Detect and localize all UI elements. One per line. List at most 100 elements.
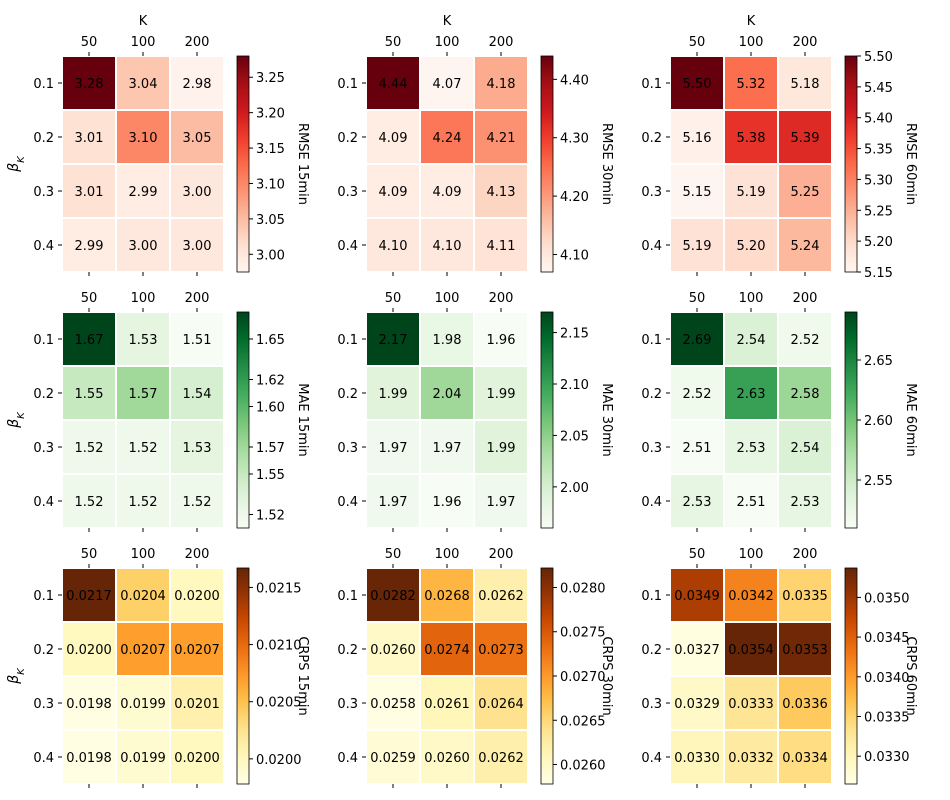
- cell-value-label: 2.53: [683, 495, 712, 510]
- cell-value-label: 1.96: [487, 333, 516, 348]
- colorbar: [844, 55, 858, 273]
- heatmap-cell: [473, 473, 529, 529]
- heatmap-cell: [777, 311, 833, 367]
- heatmap-cell: [669, 419, 725, 475]
- heatmap-cell: [419, 675, 475, 731]
- cell-value-label: 5.25: [791, 185, 820, 200]
- cell-value-label: 4.10: [379, 239, 408, 254]
- cell-value-label: 3.04: [129, 77, 158, 92]
- cell-value-label: 4.13: [487, 185, 516, 200]
- heatmap-cell: [777, 419, 833, 475]
- cell-value-label: 0.0353: [782, 643, 828, 658]
- cell-value-label: 0.0274: [424, 643, 470, 658]
- heatmap-cell: [723, 109, 779, 165]
- colorbar-tick-label: 1.55: [256, 468, 285, 483]
- heatmap-cell: [365, 473, 421, 529]
- cell-value-label: 1.97: [379, 495, 408, 510]
- heatmap-cell: [473, 567, 529, 623]
- cell-value-label: 2.52: [683, 387, 712, 402]
- x-tick-label: 50: [689, 35, 706, 50]
- heatmap-cell: [115, 621, 171, 677]
- colorbar-tick-label: 0.0280: [560, 581, 606, 596]
- colorbar-tick-label: 5.25: [864, 204, 893, 219]
- heatmap-cell: [473, 217, 529, 273]
- y-tick-label: 0.3: [33, 185, 54, 200]
- cell-value-label: 0.0200: [66, 643, 112, 658]
- cell-value-label: 4.44: [379, 77, 408, 92]
- colorbar-tick-label: 4.10: [560, 248, 589, 263]
- cell-value-label: 1.57: [129, 387, 158, 402]
- cell-value-label: 1.97: [433, 441, 462, 456]
- colorbar-tick-label: 0.0215: [256, 581, 302, 596]
- x-tick-label: 200: [185, 547, 210, 562]
- cell-value-label: 1.52: [183, 495, 212, 510]
- y-axis-label-beta: β: [6, 163, 22, 173]
- colorbar-tick-label: 1.60: [256, 401, 285, 416]
- y-tick-label: 0.2: [641, 643, 662, 658]
- heatmap-cell: [777, 675, 833, 731]
- heatmap-cell: [169, 567, 225, 623]
- cell-value-label: 4.21: [487, 131, 516, 146]
- cell-value-label: 2.54: [791, 441, 820, 456]
- heatmap-cell: [473, 419, 529, 475]
- colorbar-tick-label: 1.62: [256, 374, 285, 389]
- colorbar-label: RMSE 60min: [903, 123, 918, 205]
- cell-value-label: 2.51: [737, 495, 766, 510]
- y-tick-label: 0.2: [337, 643, 358, 658]
- colorbar-tick-label: 5.30: [864, 173, 893, 188]
- heatmap-cell: [473, 109, 529, 165]
- colorbar-label: CRPS 15min: [295, 636, 310, 715]
- colorbar-tick-label: 2.00: [560, 481, 589, 496]
- cell-value-label: 0.0217: [66, 589, 112, 604]
- y-tick-label: 0.2: [641, 131, 662, 146]
- x-tick-label: 100: [435, 547, 460, 562]
- colorbar-tick-label: 0.0335: [864, 711, 910, 726]
- x-tick-label: 100: [131, 291, 156, 306]
- cell-value-label: 1.99: [487, 441, 516, 456]
- heatmap-cell: [115, 419, 171, 475]
- cell-value-label: 1.96: [433, 495, 462, 510]
- cell-value-label: 5.50: [683, 77, 712, 92]
- cell-value-label: 1.52: [75, 495, 104, 510]
- cell-value-label: 0.0273: [478, 643, 524, 658]
- cell-value-label: 2.52: [791, 333, 820, 348]
- cell-value-label: 0.0201: [174, 697, 220, 712]
- cell-value-label: 0.0262: [478, 751, 524, 766]
- cell-value-label: 1.67: [75, 333, 104, 348]
- cell-value-label: 3.10: [129, 131, 158, 146]
- heatmap-cell: [419, 163, 475, 219]
- heatmap-cell: [473, 675, 529, 731]
- colorbar-tick-label: 4.40: [560, 73, 589, 88]
- heatmap-crps-15min: 0.0217 0.0204 0.0200 0.0200 0.0207 0.0207 0.01…: [6, 547, 310, 788]
- y-tick-label: 0.4: [641, 239, 662, 254]
- cell-value-label: 0.0342: [728, 589, 774, 604]
- heatmap-cell: [669, 729, 725, 785]
- heatmap-cell: [169, 365, 225, 421]
- cell-value-label: 2.54: [737, 333, 766, 348]
- cell-value-label: 0.0260: [370, 643, 416, 658]
- cell-value-label: 0.0336: [782, 697, 828, 712]
- cell-value-label: 1.97: [379, 441, 408, 456]
- y-tick-label: 0.2: [33, 643, 54, 658]
- colorbar-tick-label: 3.15: [256, 142, 285, 157]
- cell-value-label: 1.53: [129, 333, 158, 348]
- heatmap-mae-60min: 2.69 2.54 2.52 2.52 2.63 2.58 2.51 2.53 2.54 2.53…: [641, 291, 918, 532]
- colorbar-tick-label: 0.0275: [560, 626, 606, 641]
- colorbar-label: RMSE 15min: [295, 123, 310, 205]
- heatmap-cell: [169, 419, 225, 475]
- heatmap-cell: [419, 55, 475, 111]
- cell-value-label: 4.18: [487, 77, 516, 92]
- y-axis-label: βK: [6, 155, 27, 173]
- cell-value-label: 3.05: [183, 131, 212, 146]
- colorbar-tick-label: 2.10: [560, 378, 589, 393]
- x-tick-label: 100: [131, 35, 156, 50]
- cell-value-label: 1.55: [75, 387, 104, 402]
- x-tick-label: 100: [739, 547, 764, 562]
- cell-value-label: 5.32: [737, 77, 766, 92]
- cell-value-label: 2.99: [129, 185, 158, 200]
- heatmap-cell: [365, 419, 421, 475]
- x-tick-label: 200: [185, 291, 210, 306]
- cell-value-label: 0.0199: [120, 751, 166, 766]
- x-tick-label: 50: [81, 547, 98, 562]
- colorbar-tick-label: 1.57: [256, 441, 285, 456]
